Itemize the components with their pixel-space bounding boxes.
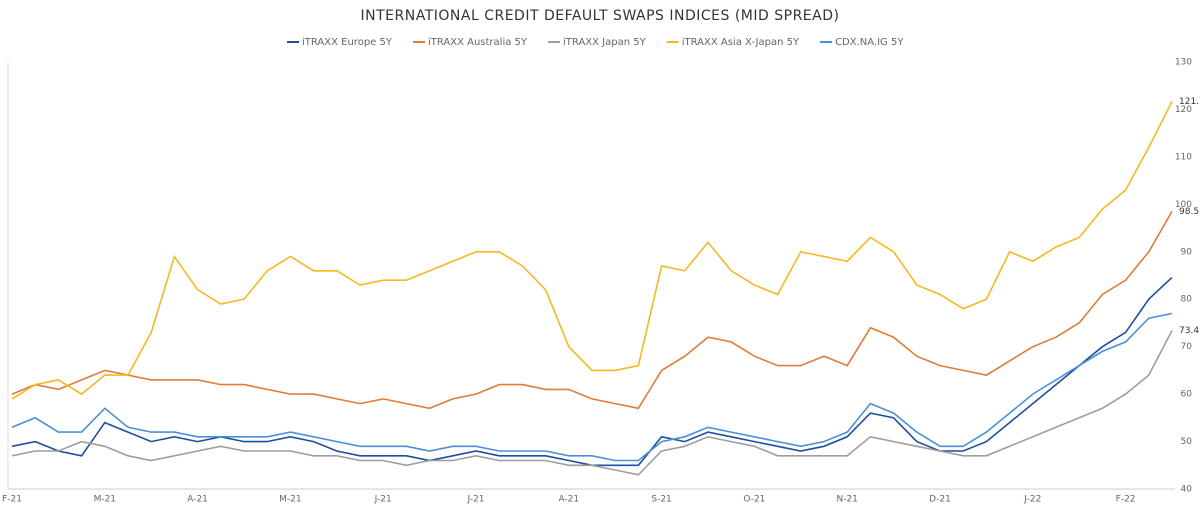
chart-title: INTERNATIONAL CREDIT DEFAULT SWAPS INDIC… — [361, 8, 840, 24]
x-tick-label: N-21 — [836, 495, 857, 505]
y-tick-label: 70 — [1181, 342, 1193, 352]
y-tick-label: 130 — [1175, 58, 1192, 68]
legend-label: iTRAXX Europe 5Y — [302, 37, 393, 48]
x-tick-label: F-22 — [1116, 495, 1136, 505]
series-line — [11, 330, 1173, 476]
y-tick-label: 60 — [1181, 390, 1193, 400]
legend-label: iTRAXX Asia X-Japan 5Y — [682, 37, 800, 48]
end-label: 121.7 — [1179, 97, 1200, 107]
legend-label: CDX.NA.IG 5Y — [835, 37, 904, 48]
y-tick-label: 90 — [1181, 247, 1193, 257]
y-tick-label: 110 — [1175, 152, 1192, 162]
x-tick-label: M-21 — [279, 495, 301, 505]
y-tick-label: 50 — [1181, 437, 1193, 447]
x-tick-label: O-21 — [743, 495, 765, 505]
legend-label: iTRAXX Japan 5Y — [563, 37, 647, 48]
x-tick-label: J-21 — [466, 495, 484, 505]
x-tick-label: J-22 — [1023, 495, 1041, 505]
legend-label: iTRAXX Australia 5Y — [428, 37, 528, 48]
x-tick-label: D-21 — [929, 495, 951, 505]
series-line — [11, 211, 1173, 410]
end-label: 73.4 — [1179, 326, 1199, 336]
x-tick-label: J-21 — [374, 495, 392, 505]
x-tick-label: F-21 — [2, 495, 22, 505]
series-line — [11, 101, 1173, 400]
x-tick-label: M-21 — [94, 495, 116, 505]
end-label: 98.5 — [1179, 207, 1199, 217]
series-line — [11, 312, 1173, 462]
x-tick-label: A-21 — [558, 495, 579, 505]
y-tick-label: 80 — [1181, 295, 1193, 305]
x-tick-label: A-21 — [187, 495, 208, 505]
y-tick-label: 40 — [1181, 485, 1193, 495]
y-tick-label: 100 — [1175, 200, 1192, 210]
x-tick-label: S-21 — [651, 495, 671, 505]
y-tick-label: 120 — [1175, 105, 1192, 115]
series-line — [11, 276, 1173, 467]
